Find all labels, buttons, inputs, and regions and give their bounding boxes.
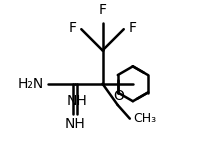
Text: NH: NH <box>66 94 87 108</box>
Text: NH: NH <box>65 117 86 131</box>
Text: F: F <box>99 3 106 17</box>
Text: CH₃: CH₃ <box>134 112 157 125</box>
Text: F: F <box>128 21 136 35</box>
Text: H₂N: H₂N <box>17 77 43 91</box>
Text: F: F <box>69 21 77 35</box>
Text: O: O <box>113 89 124 103</box>
